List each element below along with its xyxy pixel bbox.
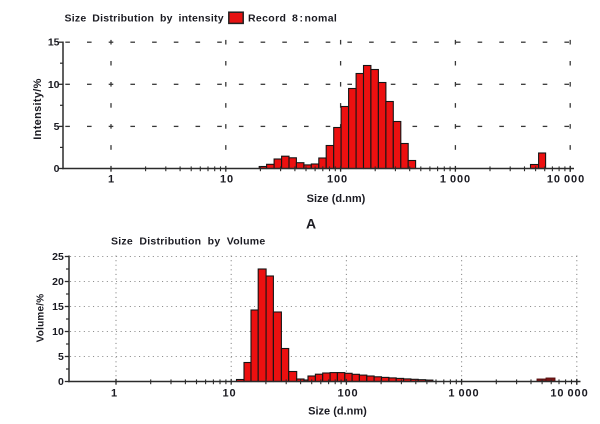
- svg-text:0: 0: [58, 376, 64, 388]
- svg-text:10 000: 10 000: [550, 388, 588, 400]
- svg-text:10: 10: [220, 174, 234, 186]
- svg-text:10: 10: [48, 79, 60, 91]
- svg-text:Intensity/%: Intensity/%: [32, 78, 44, 139]
- svg-text:100: 100: [337, 388, 358, 400]
- svg-text:5: 5: [58, 351, 64, 363]
- svg-text:15: 15: [48, 37, 60, 49]
- svg-text:A: A: [306, 216, 316, 232]
- svg-text:100: 100: [327, 174, 348, 186]
- svg-text:10: 10: [52, 326, 64, 338]
- svg-text:1 000: 1 000: [448, 388, 479, 400]
- svg-text:Volume/%: Volume/%: [36, 294, 47, 343]
- svg-text:25: 25: [52, 251, 64, 263]
- svg-text:Size Distribution by intensity: Size Distribution by intensity: [65, 13, 224, 25]
- svg-text:10 000: 10 000: [547, 174, 585, 186]
- svg-text:Size (d.nm): Size (d.nm): [307, 193, 366, 205]
- svg-text:15: 15: [52, 301, 64, 313]
- svg-text:10: 10: [222, 388, 236, 400]
- svg-text:1: 1: [108, 174, 115, 186]
- svg-text:20: 20: [52, 276, 64, 288]
- svg-text:Size (d.nm): Size (d.nm): [308, 406, 367, 418]
- svg-text:Size Distribution by Volume: Size Distribution by Volume: [111, 236, 265, 248]
- svg-text:1 000: 1 000: [440, 174, 471, 186]
- svg-text:Record 8 : nomal: Record 8 : nomal: [248, 13, 337, 25]
- svg-text:1: 1: [111, 388, 118, 400]
- svg-text:5: 5: [54, 121, 60, 133]
- svg-text:0: 0: [54, 163, 60, 175]
